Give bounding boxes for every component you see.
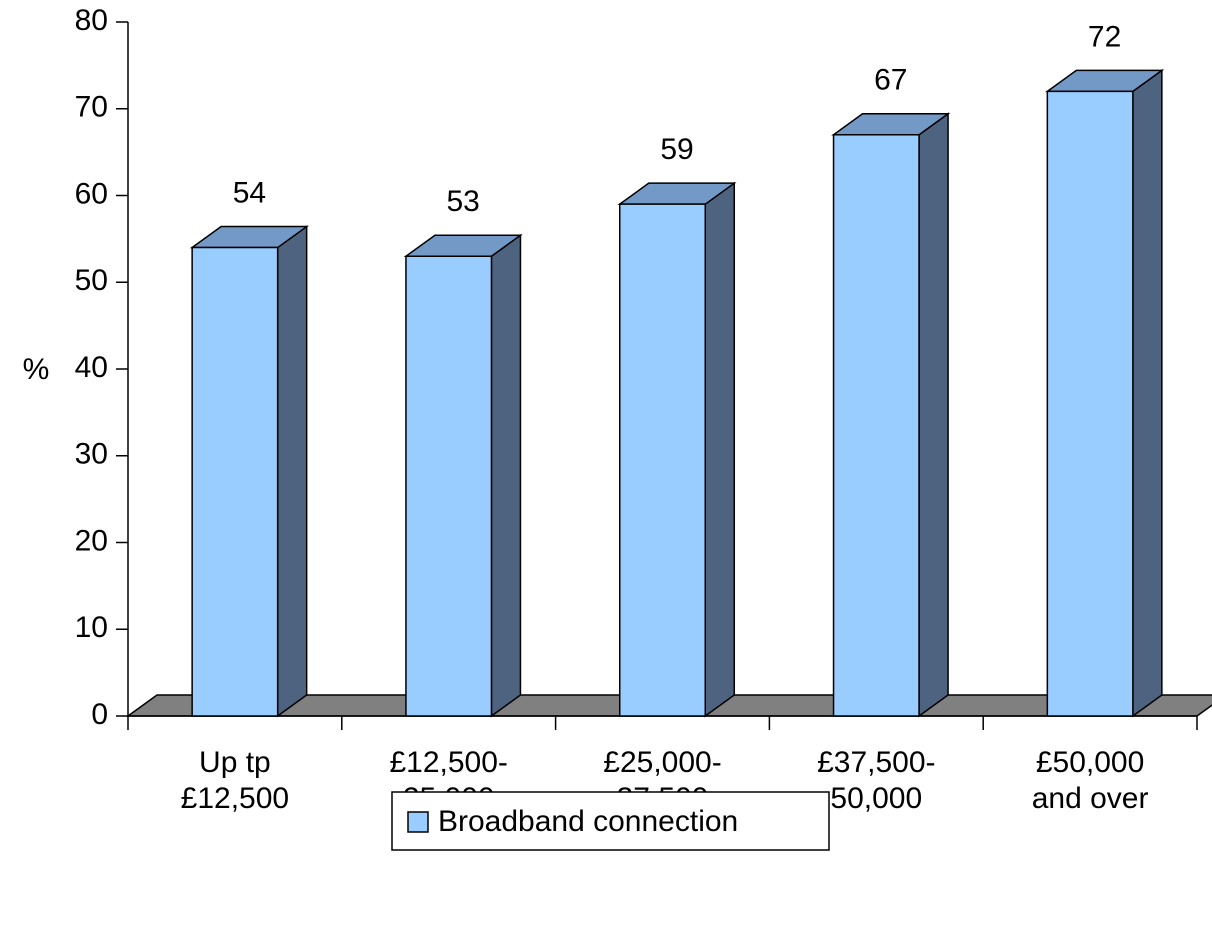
bar-front (618, 203, 707, 717)
y-tick-label: 80 (75, 4, 108, 37)
x-tick-label: £37,500-50,000 (817, 746, 935, 815)
y-tick-label: 20 (75, 524, 108, 557)
value-label: 54 (233, 176, 266, 209)
value-label: 72 (1088, 20, 1121, 53)
bar-front (405, 255, 493, 717)
legend-label: Broadband connection (438, 805, 738, 838)
y-tick-label: 60 (75, 177, 108, 210)
y-tick-label: 0 (91, 698, 108, 731)
bar (831, 112, 951, 718)
bar (1045, 68, 1165, 718)
bar-side (1132, 68, 1163, 718)
y-tick-label: 50 (75, 264, 108, 297)
legend-swatch (407, 811, 429, 833)
bar-front (1046, 90, 1134, 717)
bar-side (918, 112, 949, 718)
bar-front (191, 246, 279, 717)
y-tick-label: 10 (75, 611, 108, 644)
bar (617, 181, 737, 718)
bar-side (490, 233, 522, 718)
bar (403, 233, 523, 718)
y-tick-label: 30 (75, 438, 108, 471)
y-tick-label: 70 (75, 91, 108, 124)
x-tick-label: £50,000 and over (1032, 746, 1149, 815)
x-tick-label: Up tp £12,500 (181, 746, 289, 815)
value-label: 53 (447, 185, 480, 218)
bar-front (832, 134, 920, 717)
bar-side (704, 181, 736, 718)
bar-side (276, 225, 308, 718)
y-axis-label: % (23, 353, 50, 386)
value-label: 67 (874, 64, 907, 97)
value-label: 59 (660, 133, 693, 166)
bar (189, 225, 309, 718)
y-tick-label: 40 (75, 351, 108, 384)
legend-box (391, 791, 830, 851)
